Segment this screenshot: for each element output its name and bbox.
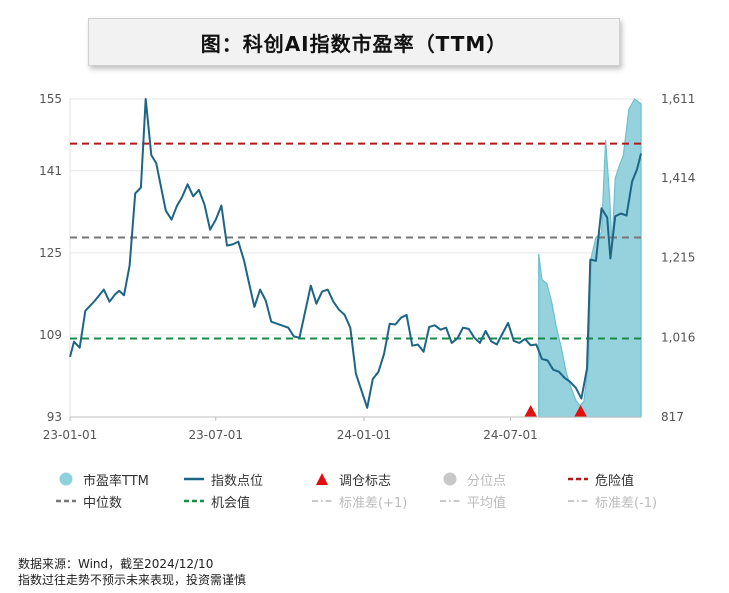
legend-item-median[interactable]: 中位数 xyxy=(55,492,183,511)
legend-label-sd_minus: 标准差(-1) xyxy=(595,495,658,511)
legend-symbol-danger-icon xyxy=(567,471,589,487)
left-tick-label-0: 93 xyxy=(47,410,62,424)
legend-label-sd_plus: 标准差(+1) xyxy=(339,495,408,511)
legend-label-danger: 危险值 xyxy=(595,473,635,489)
legend-symbol-quantile-icon xyxy=(439,471,461,487)
legend-label-mean: 平均值 xyxy=(467,495,507,511)
legend-item-danger[interactable]: 危险值 xyxy=(567,470,695,489)
disclaimer-note: 指数过往走势不预示未来表现，投资需谨慎 xyxy=(18,573,247,587)
legend-item-mean[interactable]: 平均值 xyxy=(439,492,567,511)
chart-title-box: 图：科创AI指数市盈率（TTM） xyxy=(88,18,620,66)
legend-symbol-mean-icon xyxy=(439,493,461,509)
index-line xyxy=(69,98,642,409)
legend-symbol-median-icon xyxy=(55,493,77,509)
legend-symbol-pe-icon xyxy=(55,471,77,487)
adjustment-marker-1 xyxy=(574,405,588,417)
left-tick-label-3: 141 xyxy=(39,164,62,178)
x-tick-label-2: 24-01-01 xyxy=(337,428,391,442)
legend-label-quantile: 分位点 xyxy=(467,473,507,489)
pe-area xyxy=(538,98,642,418)
legend-item-opportunity[interactable]: 机会值 xyxy=(183,492,311,511)
x-tick-label-3: 24-07-01 xyxy=(483,428,537,442)
legend-item-sd_minus[interactable]: 标准差(-1) xyxy=(567,492,695,511)
legend-symbol-adjust-icon xyxy=(311,471,333,487)
right-tick-label-0: 817 xyxy=(661,410,684,424)
chart-title: 图：科创AI指数市盈率（TTM） xyxy=(200,31,508,56)
adjustment-marker-0 xyxy=(524,405,538,417)
legend-label-index: 指数点位 xyxy=(211,473,264,489)
legend-symbol-opportunity-icon xyxy=(183,493,205,509)
left-tick-label-1: 109 xyxy=(39,328,62,342)
chart-legend: 市盈率TTM 指数点位 调仓标志 分位点 危险值中位数 机会值 标准差(+1) 平均值 标准差(… xyxy=(55,468,695,512)
legend-symbol-index-icon xyxy=(183,471,205,487)
x-tick-label-1: 23-07-01 xyxy=(189,428,243,442)
legend-item-quantile[interactable]: 分位点 xyxy=(439,470,567,489)
x-tick-label-0: 23-01-01 xyxy=(43,428,97,442)
legend-item-adjust[interactable]: 调仓标志 xyxy=(311,470,439,489)
legend-row-0: 市盈率TTM 指数点位 调仓标志 分位点 危险值 xyxy=(55,468,695,490)
legend-label-adjust: 调仓标志 xyxy=(339,473,392,489)
legend-item-sd_plus[interactable]: 标准差(+1) xyxy=(311,492,439,511)
right-tick-label-4: 1,611 xyxy=(661,92,695,106)
legend-label-opportunity: 机会值 xyxy=(211,495,251,511)
legend-label-pe: 市盈率TTM xyxy=(83,473,149,489)
legend-symbol-sd_plus-icon xyxy=(311,493,333,509)
legend-label-median: 中位数 xyxy=(83,495,123,511)
legend-item-pe[interactable]: 市盈率TTM xyxy=(55,470,183,489)
legend-symbol-sd_minus-icon xyxy=(567,493,589,509)
right-tick-label-2: 1,215 xyxy=(661,251,695,265)
left-tick-label-2: 125 xyxy=(39,246,62,260)
data-source-note: 数据来源：Wind，截至2024/12/10 xyxy=(18,557,214,571)
legend-row-1: 中位数 机会值 标准差(+1) 平均值 标准差(-1) xyxy=(55,490,695,512)
chart-footer: 数据来源：Wind，截至2024/12/10 指数过往走势不预示未来表现，投资需… xyxy=(18,556,246,588)
left-tick-label-4: 155 xyxy=(39,92,62,106)
right-tick-label-3: 1,414 xyxy=(661,171,695,185)
right-tick-label-1: 1,016 xyxy=(661,330,695,344)
pe-chart: 93 109 125 141 155 817 1,016 1,215 1,414 1,611 23-… xyxy=(39,92,695,442)
legend-item-index[interactable]: 指数点位 xyxy=(183,470,311,489)
